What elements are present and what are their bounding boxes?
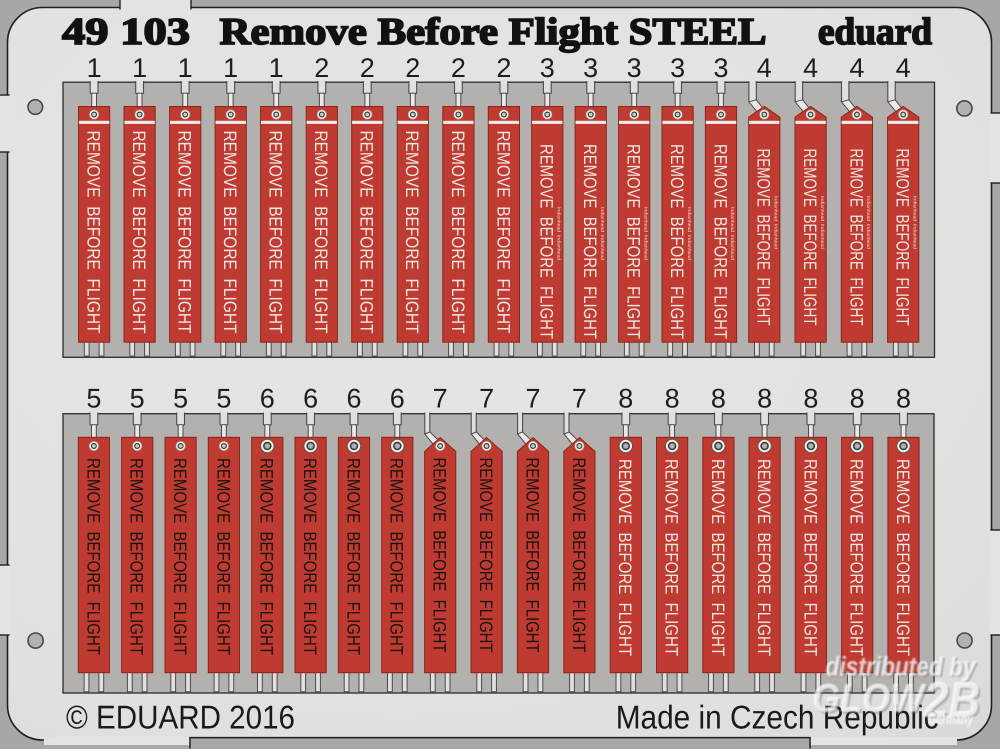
svg-text:4: 4 bbox=[757, 53, 772, 83]
svg-text:Germany: Germany bbox=[928, 711, 973, 728]
svg-text:Indianhead Indianhead: Indianhead Indianhead bbox=[643, 207, 648, 260]
svg-text:6: 6 bbox=[260, 384, 275, 414]
svg-text:REMOVE BEFORE FLIGHT: REMOVE BEFORE FLIGHT bbox=[213, 458, 233, 655]
svg-text:5: 5 bbox=[86, 384, 101, 414]
svg-text:3: 3 bbox=[713, 53, 728, 83]
svg-text:REMOVE BEFORE FLIGHT: REMOVE BEFORE FLIGHT bbox=[311, 131, 331, 334]
svg-text:distributed by: distributed by bbox=[826, 652, 978, 682]
svg-text:REMOVE BEFORE FLIGHT: REMOVE BEFORE FLIGHT bbox=[448, 131, 468, 334]
svg-text:REMOVE BEFORE FLIGHT: REMOVE BEFORE FLIGHT bbox=[662, 459, 682, 656]
svg-text:5: 5 bbox=[216, 384, 231, 414]
svg-text:6: 6 bbox=[346, 384, 361, 414]
svg-text:1: 1 bbox=[132, 53, 147, 83]
svg-text:GLOW: GLOW bbox=[812, 677, 927, 721]
svg-text:2B: 2B bbox=[925, 674, 982, 730]
svg-text:6: 6 bbox=[390, 384, 405, 414]
svg-text:REMOVE BEFORE FLIGHT: REMOVE BEFORE FLIGHT bbox=[710, 144, 730, 339]
svg-text:2: 2 bbox=[405, 53, 420, 83]
svg-text:REMOVE BEFORE FLIGHT: REMOVE BEFORE FLIGHT bbox=[402, 131, 422, 334]
svg-text:7: 7 bbox=[525, 384, 540, 414]
svg-text:REMOVE BEFORE FLIGHT: REMOVE BEFORE FLIGHT bbox=[83, 458, 103, 655]
svg-text:1: 1 bbox=[87, 53, 102, 83]
svg-text:8: 8 bbox=[757, 384, 772, 414]
svg-text:8: 8 bbox=[803, 384, 818, 414]
svg-text:eduard: eduard bbox=[818, 11, 932, 53]
svg-text:REMOVE BEFORE FLIGHT: REMOVE BEFORE FLIGHT bbox=[300, 458, 320, 655]
svg-text:REMOVE BEFORE FLIGHT: REMOVE BEFORE FLIGHT bbox=[624, 144, 644, 339]
svg-text:5: 5 bbox=[173, 384, 188, 414]
svg-text:8: 8 bbox=[711, 384, 726, 414]
svg-text:8: 8 bbox=[850, 384, 865, 414]
svg-text:Indianhead Indianhead: Indianhead Indianhead bbox=[600, 207, 605, 260]
svg-text:4: 4 bbox=[849, 53, 864, 83]
svg-text:REMOVE BEFORE FLIGHT: REMOVE BEFORE FLIGHT bbox=[893, 459, 913, 656]
svg-text:2: 2 bbox=[451, 53, 466, 83]
svg-text:REMOVE BEFORE FLIGHT: REMOVE BEFORE FLIGHT bbox=[220, 131, 240, 334]
svg-text:REMOVE BEFORE FLIGHT: REMOVE BEFORE FLIGHT bbox=[580, 144, 600, 339]
svg-text:REMOVE BEFORE FLIGHT: REMOVE BEFORE FLIGHT bbox=[343, 458, 363, 655]
svg-text:4: 4 bbox=[896, 53, 911, 83]
svg-text:REMOVE BEFORE FLIGHT: REMOVE BEFORE FLIGHT bbox=[522, 458, 542, 653]
svg-text:REMOVE BEFORE FLIGHT: REMOVE BEFORE FLIGHT bbox=[893, 149, 913, 326]
svg-text:GLOW: GLOW bbox=[814, 679, 929, 723]
svg-text:2: 2 bbox=[496, 53, 511, 83]
svg-text:7: 7 bbox=[433, 384, 448, 414]
svg-text:5: 5 bbox=[130, 384, 145, 414]
svg-text:REMOVE BEFORE FLIGHT: REMOVE BEFORE FLIGHT bbox=[175, 131, 195, 334]
svg-text:REMOVE BEFORE FLIGHT: REMOVE BEFORE FLIGHT bbox=[357, 131, 377, 334]
svg-text:REMOVE BEFORE FLIGHT: REMOVE BEFORE FLIGHT bbox=[476, 458, 496, 653]
svg-text:REMOVE BEFORE FLIGHT: REMOVE BEFORE FLIGHT bbox=[846, 149, 866, 326]
svg-text:REMOVE BEFORE FLIGHT: REMOVE BEFORE FLIGHT bbox=[708, 459, 728, 656]
svg-text:3: 3 bbox=[540, 53, 555, 83]
svg-text:8: 8 bbox=[665, 384, 680, 414]
svg-text:2: 2 bbox=[314, 53, 329, 83]
svg-text:REMOVE BEFORE FLIGHT: REMOVE BEFORE FLIGHT bbox=[430, 458, 450, 653]
svg-text:REMOVE BEFORE FLIGHT: REMOVE BEFORE FLIGHT bbox=[667, 144, 687, 339]
svg-text:REMOVE BEFORE FLIGHT: REMOVE BEFORE FLIGHT bbox=[537, 144, 557, 339]
svg-text:REMOVE BEFORE FLIGHT: REMOVE BEFORE FLIGHT bbox=[615, 459, 635, 656]
svg-text:Indianhead Indianhead: Indianhead Indianhead bbox=[687, 207, 692, 260]
svg-text:49 103: 49 103 bbox=[62, 11, 190, 53]
svg-text:Indianhead Indianhead: Indianhead Indianhead bbox=[730, 207, 735, 260]
svg-text:1: 1 bbox=[269, 53, 284, 83]
svg-text:REMOVE BEFORE FLIGHT: REMOVE BEFORE FLIGHT bbox=[170, 458, 190, 655]
svg-text:7: 7 bbox=[572, 384, 587, 414]
svg-text:7: 7 bbox=[479, 384, 494, 414]
svg-text:REMOVE BEFORE FLIGHT: REMOVE BEFORE FLIGHT bbox=[387, 458, 407, 655]
svg-text:8: 8 bbox=[618, 384, 633, 414]
svg-text:REMOVE BEFORE FLIGHT: REMOVE BEFORE FLIGHT bbox=[127, 458, 147, 655]
svg-text:6: 6 bbox=[303, 384, 318, 414]
svg-text:Made in Czech Republic: Made in Czech Republic bbox=[616, 699, 939, 736]
svg-text:4: 4 bbox=[803, 53, 818, 83]
svg-text:3: 3 bbox=[670, 53, 685, 83]
svg-text:REMOVE BEFORE FLIGHT: REMOVE BEFORE FLIGHT bbox=[257, 458, 277, 655]
svg-text:REMOVE BEFORE FLIGHT: REMOVE BEFORE FLIGHT bbox=[266, 131, 286, 334]
svg-text:REMOVE BEFORE FLIGHT: REMOVE BEFORE FLIGHT bbox=[493, 131, 513, 334]
svg-text:REMOVE BEFORE FLIGHT: REMOVE BEFORE FLIGHT bbox=[754, 149, 774, 326]
svg-text:2: 2 bbox=[360, 53, 375, 83]
svg-text:Indianhead Indianhead: Indianhead Indianhead bbox=[774, 196, 779, 249]
svg-text:REMOVE BEFORE FLIGHT: REMOVE BEFORE FLIGHT bbox=[84, 131, 104, 334]
svg-text:Indianhead Indianhead: Indianhead Indianhead bbox=[557, 207, 562, 260]
svg-text:2B: 2B bbox=[923, 672, 980, 728]
svg-text:REMOVE BEFORE FLIGHT: REMOVE BEFORE FLIGHT bbox=[129, 131, 149, 334]
svg-text:Remove Before Flight STEEL: Remove Before Flight STEEL bbox=[220, 11, 767, 53]
svg-text:REMOVE BEFORE FLIGHT: REMOVE BEFORE FLIGHT bbox=[754, 459, 774, 656]
svg-text:REMOVE BEFORE FLIGHT: REMOVE BEFORE FLIGHT bbox=[569, 458, 589, 653]
svg-text:REMOVE BEFORE FLIGHT: REMOVE BEFORE FLIGHT bbox=[847, 459, 867, 656]
svg-text:REMOVE BEFORE FLIGHT: REMOVE BEFORE FLIGHT bbox=[800, 459, 820, 656]
svg-text:1: 1 bbox=[223, 53, 238, 83]
svg-text:Indianhead Indianhead: Indianhead Indianhead bbox=[912, 196, 917, 249]
svg-text:8: 8 bbox=[896, 384, 911, 414]
svg-text:1: 1 bbox=[178, 53, 193, 83]
svg-text:Indianhead Indianhead: Indianhead Indianhead bbox=[820, 196, 825, 249]
svg-text:distributed by: distributed by bbox=[828, 653, 980, 683]
svg-text:© EDUARD 2016: © EDUARD 2016 bbox=[66, 698, 295, 735]
svg-text:3: 3 bbox=[583, 53, 598, 83]
svg-text:REMOVE BEFORE FLIGHT: REMOVE BEFORE FLIGHT bbox=[800, 149, 820, 326]
svg-text:3: 3 bbox=[627, 53, 642, 83]
svg-text:Indianhead Indianhead: Indianhead Indianhead bbox=[866, 196, 871, 249]
